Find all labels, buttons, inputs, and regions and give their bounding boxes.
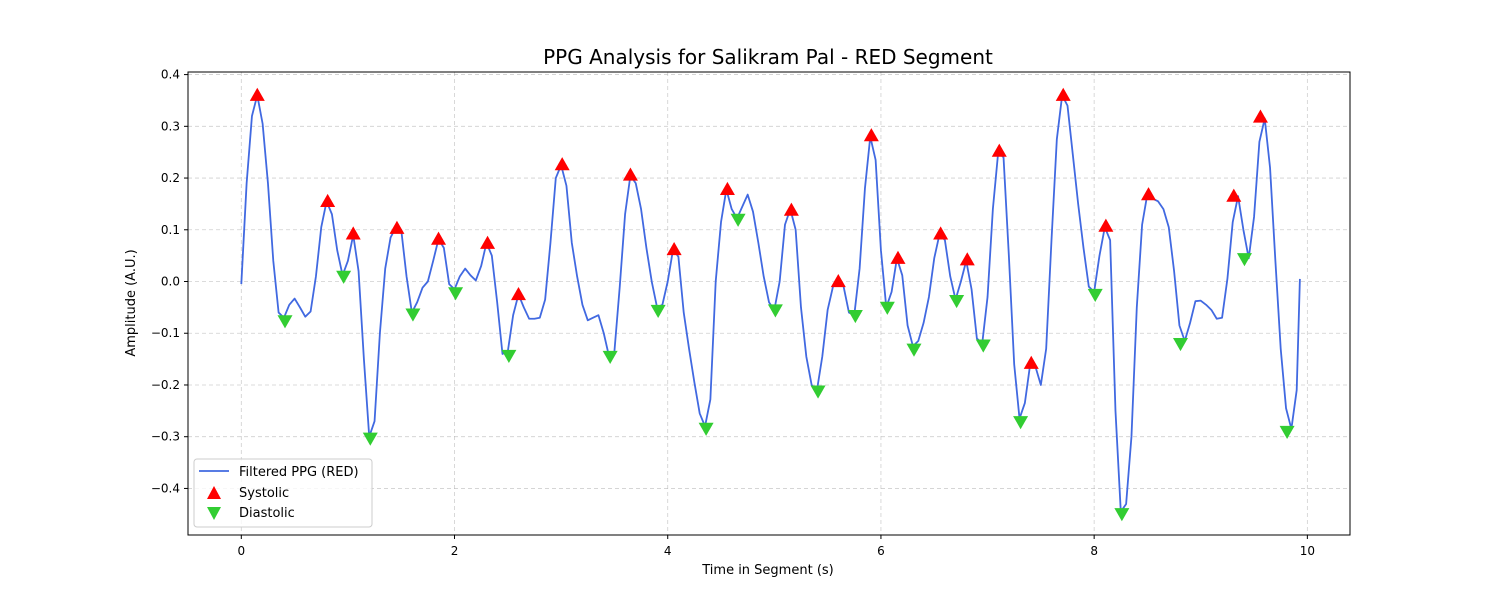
systolic-marker: [933, 226, 949, 240]
legend-label-diastolic: Diastolic: [239, 506, 295, 521]
y-tick-label: −0.3: [151, 430, 180, 444]
diastolic-marker: [1087, 288, 1103, 302]
legend-systolic-icon: [207, 486, 221, 499]
series-layer: [240, 94, 1301, 513]
systolic-marker: [1252, 109, 1268, 123]
systolic-marker: [890, 250, 906, 264]
diastolic-marker: [906, 343, 922, 357]
systolic-marker: [1226, 188, 1242, 202]
diastolic-marker: [362, 432, 378, 446]
systolic-marker: [1023, 355, 1039, 369]
y-tick-label: 0.4: [161, 68, 180, 82]
x-tick-label: 10: [1300, 544, 1315, 558]
diastolic-marker: [1172, 337, 1188, 352]
x-tick-label: 6: [877, 544, 885, 558]
systolic-marker: [1098, 218, 1114, 232]
ticks: 0 2 4 6 8 10 −0.4 −0.3 −0.2 −0.1 0.0 0.1 0.2 0.3 0.4: [151, 68, 1315, 558]
systolic-marker: [389, 220, 405, 234]
diastolic-marker: [767, 304, 783, 318]
systolic-marker: [666, 241, 682, 256]
systolic-marker: [1141, 187, 1157, 201]
diastolic-marker: [847, 310, 863, 324]
marker-layer: [249, 87, 1295, 522]
diastolic-marker: [1013, 416, 1029, 430]
diastolic-marker: [1236, 253, 1252, 267]
systolic-marker: [622, 167, 638, 181]
y-tick-label: −0.4: [151, 481, 180, 495]
legend-label-systolic: Systolic: [239, 486, 289, 501]
systolic-marker: [431, 231, 447, 245]
y-tick-label: −0.1: [151, 326, 180, 340]
diastolic-marker: [650, 304, 666, 318]
y-tick-label: 0.3: [161, 119, 180, 133]
legend: Filtered PPG (RED) Systolic Diastolic: [193, 458, 373, 528]
diastolic-marker: [730, 213, 746, 227]
y-axis-label: Amplitude (A.U.): [124, 249, 139, 356]
x-tick-label: 8: [1090, 544, 1098, 558]
diastolic-marker: [1114, 508, 1130, 522]
x-tick-label: 0: [237, 544, 245, 558]
systolic-marker: [480, 235, 496, 249]
diastolic-marker: [1279, 425, 1295, 440]
x-tick-label: 2: [451, 544, 459, 558]
plot-frame: [187, 71, 1351, 536]
diastolic-marker: [602, 350, 618, 365]
systolic-marker: [830, 274, 846, 288]
systolic-marker: [863, 128, 879, 142]
diastolic-marker: [405, 308, 421, 322]
systolic-marker: [991, 143, 1007, 157]
systolic-marker: [719, 181, 735, 196]
diastolic-marker: [949, 295, 965, 309]
ppg-line: [240, 94, 1301, 513]
systolic-marker: [1055, 87, 1071, 101]
systolic-marker: [249, 87, 265, 101]
systolic-marker: [320, 193, 336, 207]
legend-box: [193, 458, 373, 528]
systolic-marker: [345, 226, 361, 240]
diastolic-marker: [698, 422, 714, 436]
legend-diastolic-icon: [207, 507, 221, 520]
y-tick-label: 0.2: [161, 171, 180, 185]
systolic-marker: [783, 202, 799, 216]
systolic-marker: [510, 286, 526, 301]
diastolic-marker: [277, 315, 293, 329]
systolic-marker: [554, 157, 570, 171]
diastolic-marker: [336, 270, 352, 284]
diastolic-marker: [879, 301, 895, 315]
legend-label-ppg: Filtered PPG (RED): [239, 465, 359, 480]
diastolic-marker: [448, 287, 464, 301]
diastolic-marker: [501, 349, 517, 363]
chart-title: PPG Analysis for Salikram Pal - RED Segm…: [543, 45, 993, 69]
grid: [188, 72, 1350, 535]
diastolic-marker: [810, 385, 826, 399]
systolic-marker: [959, 252, 975, 266]
y-tick-label: 0.0: [161, 275, 180, 289]
x-axis-label: Time in Segment (s): [701, 563, 833, 578]
diastolic-marker: [975, 339, 991, 353]
y-tick-label: −0.2: [151, 378, 180, 392]
x-tick-label: 4: [664, 544, 672, 558]
y-tick-label: 0.1: [161, 223, 180, 237]
